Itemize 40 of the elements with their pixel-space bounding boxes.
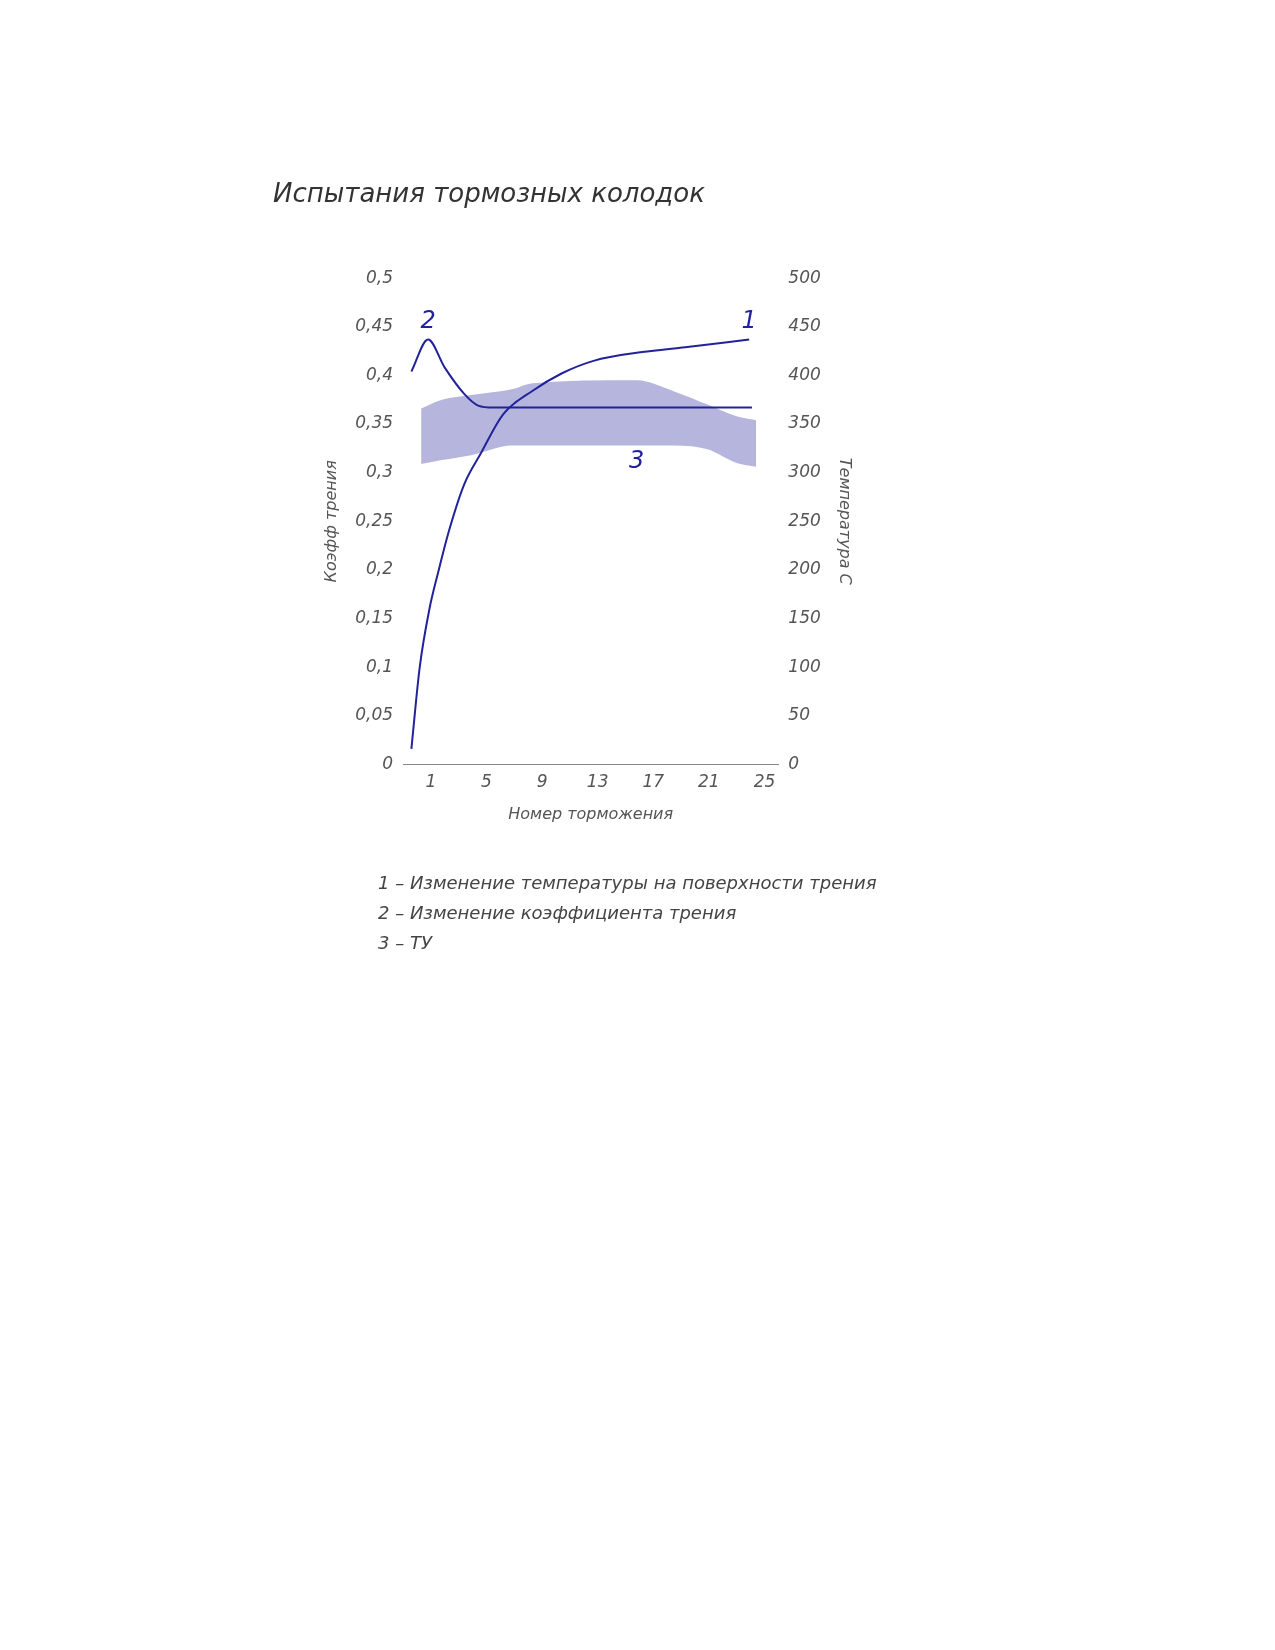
series-label: 2 — [420, 305, 436, 334]
y-tick-label: 0,2 — [366, 558, 394, 579]
x-tick-label: 5 — [481, 771, 492, 792]
y-tick-label: 0,15 — [355, 606, 394, 627]
y-tick-label: 0,3 — [366, 461, 394, 482]
y2-axis-title: Температура С — [836, 457, 856, 586]
y2-tick-label: 150 — [788, 606, 821, 627]
line-series — [410, 338, 751, 750]
y2-tick-label: 450 — [788, 315, 821, 336]
y2-tick-label: 350 — [788, 412, 821, 433]
series-label: 1 — [741, 305, 757, 334]
x-tick-label: 17 — [642, 771, 665, 792]
text: 2 – Изменение коэффициента трения — [378, 901, 738, 925]
y-tick-label: 0,25 — [355, 509, 394, 530]
x-tick-label: 1 — [425, 771, 437, 792]
text: 1 – Изменение температуры на поверхности трения — [378, 871, 877, 895]
x-tick-label: 9 — [536, 771, 548, 792]
x-tick-label: 25 — [753, 771, 776, 792]
y-axis-title: Коэфф трения — [320, 459, 340, 583]
y-tick-label: 0,4 — [366, 363, 394, 384]
y2-tick-label: 300 — [788, 461, 821, 482]
y-tick-label: 0,1 — [366, 655, 394, 676]
y-tick-label: 0,35 — [355, 412, 394, 433]
y-tick-label: 0,45 — [355, 315, 394, 336]
y2-tick-label: 500 — [788, 266, 821, 287]
y2-tick-label: 200 — [788, 558, 821, 579]
x-tick-label: 21 — [698, 771, 720, 792]
y-tick-label: 0,5 — [366, 266, 394, 287]
y2-tick-label: 400 — [788, 363, 821, 384]
y-tick-label: 0 — [382, 752, 394, 773]
y2-tick-label: 0 — [788, 752, 800, 773]
chart-title: Испытания тормозных колодок — [273, 178, 705, 208]
y2-tick-label: 100 — [788, 655, 821, 676]
text: 3 – ТУ — [378, 931, 434, 955]
y2-tick-label: 50 — [788, 704, 810, 725]
x-axis-title: Номер торможения — [508, 803, 674, 823]
y2-tick-label: 250 — [788, 509, 821, 530]
legend-label: 3 — [628, 445, 645, 474]
y-tick-label: 0,05 — [355, 704, 394, 725]
x-tick-label: 13 — [586, 771, 609, 792]
